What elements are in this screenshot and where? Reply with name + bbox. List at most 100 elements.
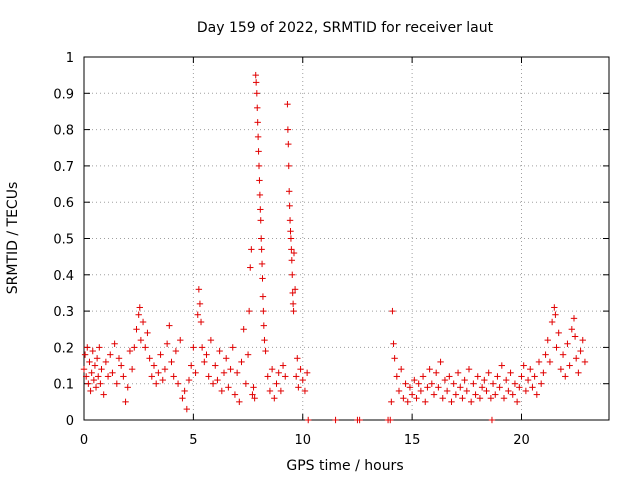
data-point — [301, 387, 309, 395]
data-point — [291, 286, 299, 293]
data-point — [244, 351, 252, 358]
data-point — [513, 398, 521, 406]
data-point — [297, 365, 304, 373]
data-point — [285, 188, 293, 195]
data-point — [142, 344, 149, 351]
data-point — [289, 271, 296, 278]
data-point — [388, 398, 395, 406]
data-point — [287, 235, 295, 242]
data-point — [89, 347, 96, 355]
y-axis-label: SRMTID / TECUs — [5, 182, 21, 295]
data-point — [502, 376, 510, 384]
data-point — [170, 373, 177, 380]
data-point — [303, 369, 311, 377]
data-point — [397, 365, 405, 373]
data-point — [537, 380, 545, 387]
data-point — [254, 104, 261, 112]
data-point — [179, 395, 186, 402]
data-point — [279, 362, 287, 369]
data-point — [435, 384, 442, 391]
data-point — [529, 384, 536, 391]
data-point — [570, 315, 578, 322]
data-point — [261, 336, 268, 344]
data-point — [218, 387, 226, 395]
data-point — [255, 148, 262, 155]
data-point — [305, 416, 312, 424]
data-point — [488, 416, 496, 424]
data-point — [181, 387, 188, 395]
data-point — [282, 373, 289, 380]
chart-title: Day 159 of 2022, SRMTID for receiver lau… — [197, 20, 494, 36]
data-point — [485, 369, 492, 377]
data-point — [159, 376, 166, 384]
data-point — [292, 373, 300, 380]
data-point — [572, 355, 580, 362]
data-point — [84, 344, 91, 351]
y-tick-label: 0.1 — [53, 378, 74, 393]
data-point — [260, 307, 267, 315]
data-point — [229, 344, 236, 351]
data-point — [222, 355, 230, 362]
data-point — [240, 326, 247, 333]
data-point — [430, 391, 438, 398]
data-point — [225, 384, 232, 391]
data-point — [422, 398, 429, 406]
data-point — [461, 376, 468, 384]
data-point — [187, 362, 195, 369]
data-point — [98, 365, 105, 373]
y-tick-label: 1 — [66, 51, 74, 66]
data-point — [250, 384, 257, 391]
data-point — [113, 380, 121, 387]
data-point — [533, 391, 541, 398]
data-point — [257, 206, 264, 213]
data-point — [117, 362, 125, 369]
y-tick-label: 0.9 — [53, 87, 74, 102]
data-point — [150, 362, 158, 369]
data-point — [544, 336, 551, 344]
data-point — [172, 347, 180, 355]
data-point — [286, 202, 293, 210]
data-point — [551, 304, 558, 311]
data-point — [557, 365, 565, 373]
data-point — [294, 355, 301, 362]
data-point — [286, 217, 294, 224]
data-point — [81, 351, 89, 358]
data-point — [249, 391, 256, 398]
data-point — [196, 300, 204, 308]
data-point — [562, 373, 569, 380]
data-point — [163, 340, 171, 347]
y-tick-label: 0.3 — [53, 305, 74, 320]
data-point — [273, 380, 280, 387]
data-point — [137, 336, 145, 344]
data-point — [452, 391, 460, 398]
data-point — [285, 162, 292, 170]
data-point — [255, 162, 263, 170]
x-tick-label: 0 — [80, 433, 88, 448]
data-point — [177, 336, 184, 344]
data-point — [80, 365, 88, 373]
data-point — [450, 380, 457, 387]
data-point — [492, 391, 499, 398]
data-point — [478, 384, 486, 391]
data-point — [389, 307, 396, 315]
data-point — [509, 391, 516, 398]
data-point — [511, 380, 519, 387]
data-point — [264, 373, 271, 380]
y-tick-label: 0.4 — [53, 269, 74, 284]
x-tick-labels: 0 5 10 15 20 — [80, 433, 530, 448]
y-tick-label: 0.2 — [53, 341, 74, 356]
data-point — [209, 380, 217, 387]
data-point — [577, 347, 584, 355]
data-point — [275, 369, 282, 377]
data-point — [185, 376, 193, 384]
data-point — [500, 395, 508, 402]
data-point — [413, 395, 420, 402]
data-point — [387, 416, 394, 424]
data-point — [96, 344, 103, 351]
data-point — [85, 380, 92, 387]
grid-layer — [84, 57, 609, 420]
data-point — [540, 369, 547, 377]
data-point — [408, 391, 416, 398]
data-point — [268, 365, 276, 373]
data-point — [122, 398, 129, 406]
